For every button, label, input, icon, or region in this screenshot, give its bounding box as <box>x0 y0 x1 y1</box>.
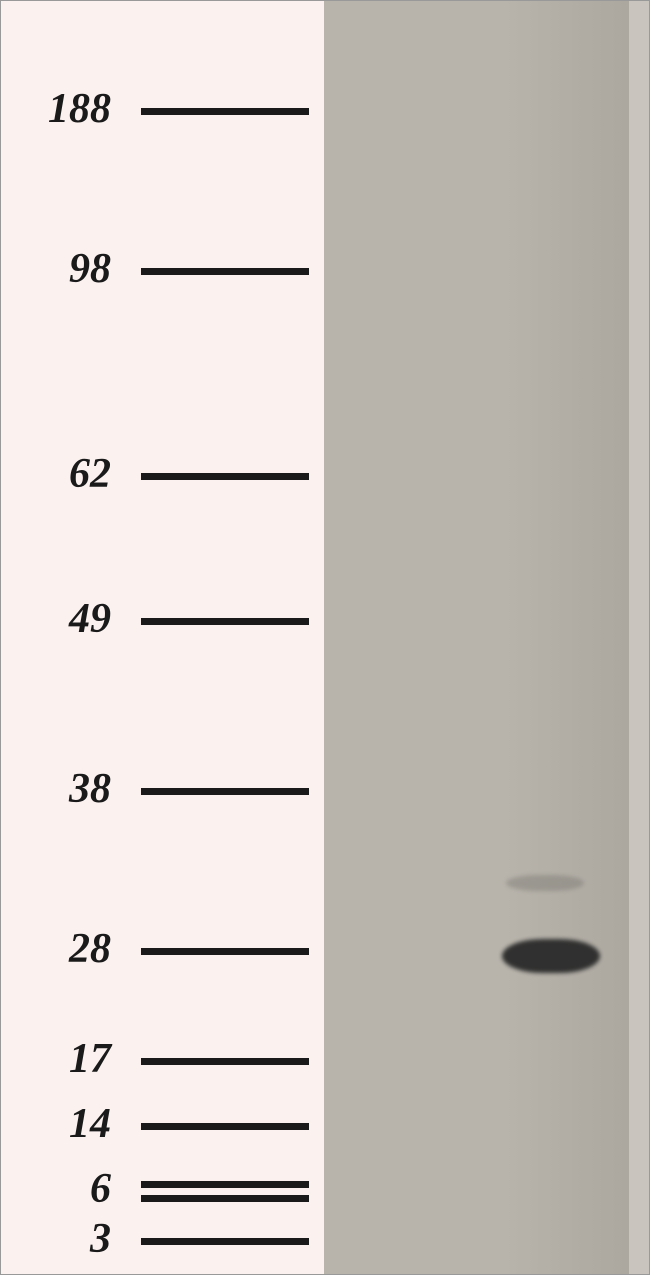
mw-marker-label: 49 <box>69 595 111 643</box>
mw-marker-tick <box>141 1058 309 1065</box>
mw-marker-tick <box>141 268 309 275</box>
mw-marker-label: 188 <box>48 85 111 133</box>
mw-marker-tick <box>141 108 309 115</box>
mw-marker-tick <box>141 788 309 795</box>
molecular-weight-ladder-panel: 188 98 62 49 38 28 17 14 63 <box>1 1 324 1274</box>
mw-marker-tick <box>141 1123 309 1130</box>
protein-band <box>506 875 584 891</box>
mw-marker-label: 38 <box>69 765 111 813</box>
mw-marker-label: 6 <box>90 1165 111 1213</box>
mw-marker-tick <box>141 1238 309 1245</box>
mw-marker-tick <box>141 1195 309 1202</box>
mw-marker-tick <box>141 1181 309 1188</box>
mw-marker-label: 17 <box>69 1035 111 1083</box>
blot-membrane-panel <box>324 1 649 1274</box>
mw-marker-tick <box>141 618 309 625</box>
membrane-edge-strip <box>629 1 649 1274</box>
mw-marker-label: 3 <box>90 1215 111 1263</box>
mw-marker-label: 62 <box>69 450 111 498</box>
mw-marker-tick <box>141 948 309 955</box>
mw-marker-label: 98 <box>69 245 111 293</box>
western-blot-figure: 188 98 62 49 38 28 17 14 63 <box>0 0 650 1275</box>
protein-band <box>502 939 600 973</box>
mw-marker-tick <box>141 473 309 480</box>
mw-marker-label: 14 <box>69 1100 111 1148</box>
mw-marker-label: 28 <box>69 925 111 973</box>
